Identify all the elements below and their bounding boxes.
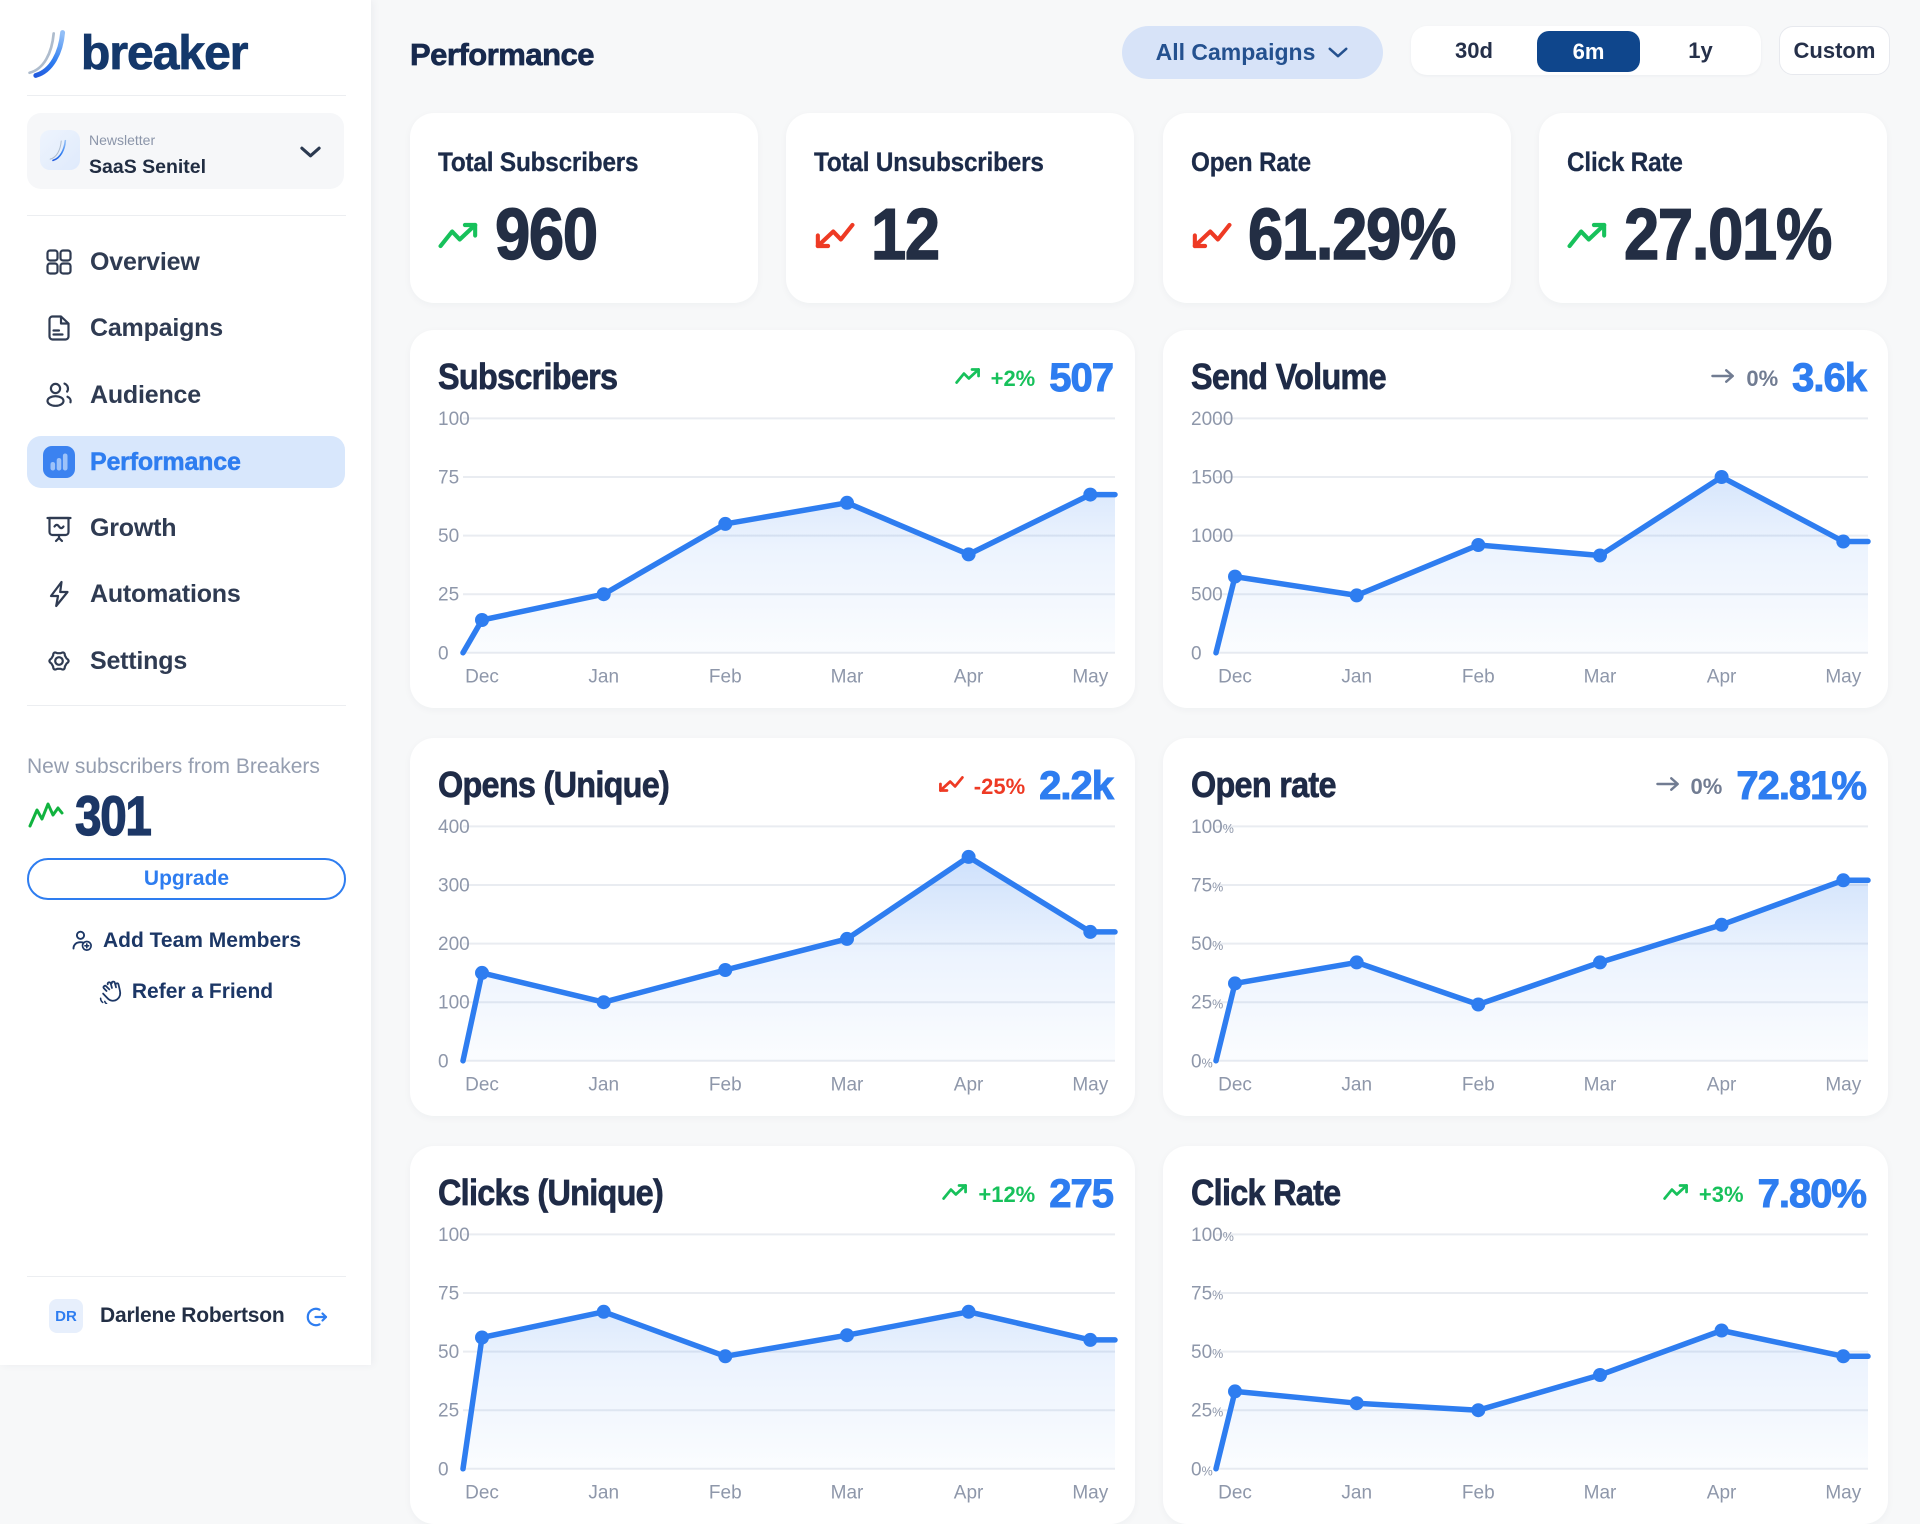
svg-text:0: 0 (1191, 643, 1202, 664)
svg-text:Apr: Apr (1707, 1483, 1737, 1504)
svg-text:Mar: Mar (1584, 1075, 1617, 1096)
svg-text:0%: 0% (1191, 1051, 1213, 1072)
svg-text:200: 200 (438, 934, 470, 955)
svg-text:25: 25 (438, 585, 459, 606)
svg-text:0: 0 (438, 1051, 449, 1072)
svg-text:Mar: Mar (1584, 667, 1617, 688)
svg-text:100: 100 (438, 1225, 470, 1246)
svg-text:500: 500 (1191, 585, 1223, 606)
svg-text:May: May (1072, 1075, 1108, 1096)
svg-text:Mar: Mar (831, 1483, 864, 1504)
svg-text:0: 0 (438, 643, 449, 664)
svg-text:75%: 75% (1191, 1284, 1223, 1305)
svg-text:75%: 75% (1191, 876, 1223, 897)
svg-text:100%: 100% (1191, 1225, 1234, 1246)
svg-text:400: 400 (438, 817, 470, 838)
svg-text:50%: 50% (1191, 1342, 1223, 1363)
svg-text:1500: 1500 (1191, 468, 1233, 489)
svg-text:300: 300 (438, 876, 470, 897)
svg-text:Dec: Dec (465, 667, 499, 688)
svg-text:Apr: Apr (1707, 1075, 1737, 1096)
svg-text:Feb: Feb (709, 1483, 742, 1504)
svg-text:75: 75 (438, 468, 459, 489)
svg-text:Dec: Dec (1218, 1075, 1252, 1096)
svg-text:Jan: Jan (588, 1483, 619, 1504)
svg-text:Dec: Dec (465, 1075, 499, 1096)
svg-text:Jan: Jan (1341, 1075, 1372, 1096)
svg-text:May: May (1825, 1075, 1861, 1096)
svg-text:50%: 50% (1191, 934, 1223, 955)
svg-text:May: May (1825, 1483, 1861, 1504)
svg-text:Feb: Feb (709, 1075, 742, 1096)
svg-text:May: May (1825, 667, 1861, 688)
svg-text:Jan: Jan (1341, 1483, 1372, 1504)
svg-text:Feb: Feb (709, 667, 742, 688)
svg-text:Apr: Apr (1707, 667, 1737, 688)
svg-text:25%: 25% (1191, 1401, 1223, 1422)
svg-text:0: 0 (438, 1459, 449, 1480)
svg-text:Jan: Jan (1341, 667, 1372, 688)
svg-text:Mar: Mar (1584, 1483, 1617, 1504)
svg-text:2000: 2000 (1191, 409, 1233, 430)
svg-text:0%: 0% (1191, 1459, 1213, 1480)
svg-text:Feb: Feb (1462, 667, 1495, 688)
svg-text:Jan: Jan (588, 667, 619, 688)
svg-text:Mar: Mar (831, 667, 864, 688)
svg-text:May: May (1072, 667, 1108, 688)
svg-text:Apr: Apr (954, 667, 984, 688)
svg-text:May: May (1072, 1483, 1108, 1504)
svg-text:Dec: Dec (465, 1483, 499, 1504)
svg-text:Jan: Jan (588, 1075, 619, 1096)
svg-text:Dec: Dec (1218, 667, 1252, 688)
svg-text:100: 100 (438, 993, 470, 1014)
svg-text:100%: 100% (1191, 817, 1234, 838)
svg-text:Dec: Dec (1218, 1483, 1252, 1504)
svg-text:Feb: Feb (1462, 1075, 1495, 1096)
svg-text:25: 25 (438, 1401, 459, 1422)
svg-text:Mar: Mar (831, 1075, 864, 1096)
svg-text:100: 100 (438, 409, 470, 430)
svg-text:50: 50 (438, 526, 459, 547)
svg-text:1000: 1000 (1191, 526, 1233, 547)
svg-text:25%: 25% (1191, 993, 1223, 1014)
svg-text:Feb: Feb (1462, 1483, 1495, 1504)
svg-text:50: 50 (438, 1342, 459, 1363)
svg-text:Apr: Apr (954, 1075, 984, 1096)
svg-text:75: 75 (438, 1284, 459, 1305)
svg-text:Apr: Apr (954, 1483, 984, 1504)
